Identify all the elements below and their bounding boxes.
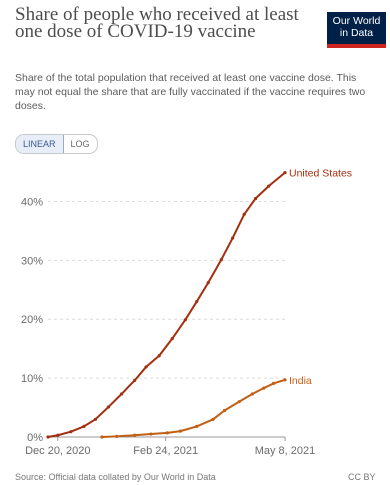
data-point [271, 381, 276, 386]
data-point [250, 392, 254, 396]
data-point [115, 434, 119, 439]
data-point [165, 431, 169, 435]
y-tick-label: 40% [21, 196, 43, 208]
data-point [283, 378, 287, 382]
chart-subtitle: Share of the total population that recei… [15, 72, 366, 112]
series-line [47, 171, 286, 438]
data-point [106, 405, 111, 409]
data-point [267, 184, 271, 188]
data-point [133, 433, 137, 437]
license-label[interactable]: CC BY [348, 472, 376, 482]
x-tick-label: Feb 24, 2021 [133, 445, 198, 457]
data-point [178, 429, 182, 433]
data-point [231, 236, 235, 240]
log-scale-button[interactable]: LOG [70, 139, 90, 149]
chart-area: 0% 10% 20% 30% 40% Dec 20, 2020 Feb 24, 2021 Ma… [21, 168, 352, 457]
data-point [133, 378, 137, 383]
y-tick-label: 0% [27, 432, 43, 444]
chart-title: Share of people who received at least on… [15, 4, 299, 42]
data-point [56, 433, 60, 437]
source-note: Source: Official data collated by Our Wo… [15, 472, 216, 482]
x-tick-label: May 8, 2021 [255, 445, 316, 457]
data-point [195, 424, 199, 428]
data-point [242, 212, 246, 216]
y-tick-label: 20% [21, 314, 43, 326]
data-point [283, 170, 287, 175]
data-point [144, 365, 148, 369]
data-point [119, 392, 124, 396]
y-tick-label: 30% [21, 255, 43, 267]
data-point [262, 386, 266, 390]
owid-logo[interactable]: Our World in Data [327, 12, 386, 48]
scale-toggle: LINEAR LOG [15, 134, 98, 154]
data-point [222, 408, 227, 413]
data-point [170, 337, 174, 341]
data-point [183, 318, 187, 322]
data-point [237, 400, 241, 404]
logo-line-1: Our World [332, 15, 381, 27]
data-point [195, 299, 199, 304]
data-point [206, 281, 210, 285]
data-point [253, 196, 258, 201]
data-point [219, 258, 223, 262]
x-tick-label: Dec 20, 2020 [25, 445, 90, 457]
y-tick-label: 10% [21, 373, 43, 385]
series-line [101, 378, 286, 438]
linear-scale-button[interactable]: LINEAR [16, 135, 64, 153]
data-point [46, 435, 50, 439]
series-label: United States [289, 168, 352, 180]
series-label: India [289, 375, 312, 387]
data-point [93, 417, 97, 421]
data-point [82, 424, 86, 428]
data-point [157, 354, 161, 358]
data-point [69, 430, 73, 434]
data-point [149, 432, 153, 436]
data-point [100, 435, 104, 439]
logo-line-2: in Data [339, 27, 374, 39]
data-point [211, 417, 215, 421]
